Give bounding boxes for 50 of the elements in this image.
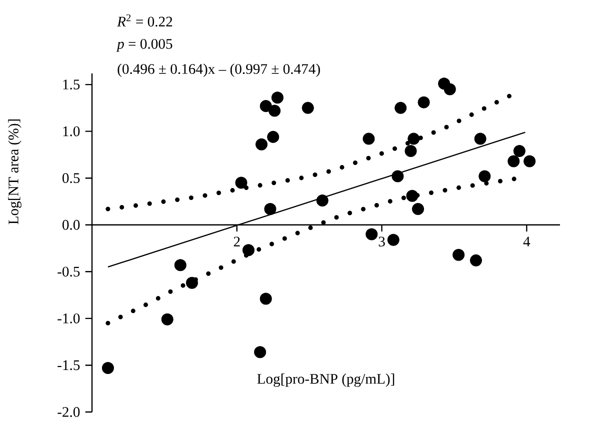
point — [161, 313, 174, 326]
point — [513, 144, 526, 157]
point — [408, 132, 420, 145]
y-tick-label: -1.0 — [58, 313, 80, 324]
x-tick-label: 2 — [234, 236, 240, 246]
point — [102, 362, 114, 374]
point — [235, 176, 248, 189]
point — [470, 254, 482, 266]
point — [412, 202, 424, 215]
point — [444, 83, 456, 96]
point — [271, 92, 284, 104]
point — [392, 170, 404, 182]
point — [418, 96, 430, 108]
point — [302, 102, 314, 114]
point — [387, 234, 400, 246]
point — [264, 202, 276, 215]
y-tick-label: 0.0 — [62, 220, 80, 230]
point — [267, 130, 280, 143]
x-tick-label: 4 — [523, 236, 530, 246]
x-tick-label: 3 — [378, 236, 385, 247]
point — [260, 100, 272, 112]
y-tick-label: -1.5 — [58, 360, 80, 370]
x-axis-title: Log[pro-BNP (pg/mL)] — [257, 374, 394, 387]
point — [524, 155, 536, 168]
point — [174, 259, 186, 272]
text: p = 0.005 — [116, 38, 172, 52]
y-tick-label: -0.5 — [58, 266, 80, 277]
point — [256, 138, 268, 150]
point — [268, 104, 281, 117]
y-axis-title: Log[NT area (%)] — [8, 119, 22, 224]
point — [474, 132, 486, 145]
y-tick-label: 1.5 — [63, 80, 80, 90]
point — [406, 190, 418, 202]
point — [254, 346, 266, 358]
point — [508, 155, 520, 168]
point — [394, 102, 407, 114]
point — [452, 248, 465, 261]
y-tick-label: 0.5 — [62, 173, 80, 184]
point — [362, 132, 375, 145]
y-tick-label: -2.0 — [58, 407, 80, 417]
point — [242, 244, 254, 256]
y-tick-label: 1.0 — [63, 126, 80, 136]
annotation: (0.496 ± 0.164)x – (0.997 ± 0.474) — [118, 64, 320, 77]
point — [478, 170, 491, 182]
point — [186, 276, 198, 289]
point — [316, 194, 328, 207]
point — [404, 144, 417, 157]
point — [260, 292, 272, 305]
text: R$^{2}$ = 0.22 — [116, 14, 172, 27]
point — [366, 228, 378, 240]
